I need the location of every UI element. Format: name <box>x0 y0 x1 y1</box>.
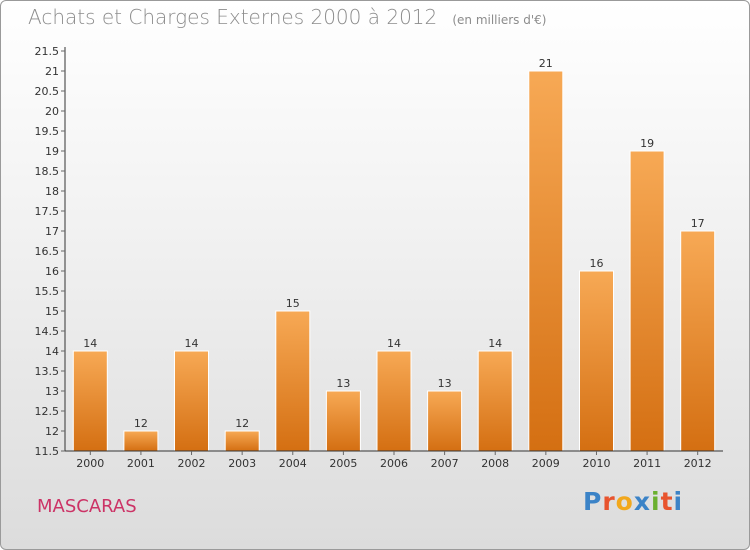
y-tick-label: 12 <box>45 425 59 438</box>
bar-2004 <box>275 310 311 452</box>
y-tick-label: 15.5 <box>35 285 60 298</box>
y-tick-label: 14 <box>45 345 59 358</box>
data-label-2001: 12 <box>134 417 148 430</box>
y-tick-label: 16.5 <box>35 245 60 258</box>
y-tick-label: 18 <box>45 185 59 198</box>
y-tick-label: 16 <box>45 265 59 278</box>
data-label-2000: 14 <box>83 337 97 350</box>
bar-2012 <box>680 230 716 452</box>
logo-letter: r <box>602 487 616 516</box>
data-label-2005: 13 <box>336 377 350 390</box>
x-tick-label-2003: 2003 <box>228 457 256 470</box>
data-label-2002: 14 <box>185 337 199 350</box>
y-tick-label: 12.5 <box>35 405 60 418</box>
chart-unit: (en milliers d'€) <box>452 13 547 27</box>
data-label-2010: 16 <box>590 257 604 270</box>
x-tick-label-2001: 2001 <box>127 457 155 470</box>
y-tick-label: 17.5 <box>35 205 60 218</box>
data-label-2009: 21 <box>539 57 553 70</box>
y-tick-label: 13 <box>45 385 59 398</box>
x-tick-label-2004: 2004 <box>279 457 307 470</box>
data-label-2012: 17 <box>691 217 705 230</box>
y-tick-label: 20 <box>45 105 59 118</box>
y-tick-label: 14.5 <box>35 325 60 338</box>
x-tick-label-2009: 2009 <box>532 457 560 470</box>
commune-name: MASCARAS <box>37 496 137 517</box>
y-tick-label: 15 <box>45 305 59 318</box>
y-tick-label: 11.5 <box>35 445 60 458</box>
data-label-2011: 19 <box>640 137 654 150</box>
logo-letter: o <box>615 487 634 516</box>
x-tick-label-2011: 2011 <box>633 457 661 470</box>
x-tick-label-2006: 2006 <box>380 457 408 470</box>
y-tick-label: 18.5 <box>35 165 60 178</box>
logo-letter: i <box>651 487 661 516</box>
y-tick-label: 20.5 <box>35 85 60 98</box>
x-tick-label-2002: 2002 <box>178 457 206 470</box>
logo-letter: t <box>660 487 674 516</box>
logo-letter: P <box>583 487 603 516</box>
data-label-2006: 14 <box>387 337 401 350</box>
x-tick-label-2007: 2007 <box>431 457 459 470</box>
logo-letter: x <box>633 487 651 516</box>
data-label-2003: 12 <box>235 417 249 430</box>
x-tick-label-2008: 2008 <box>481 457 509 470</box>
y-tick-label: 21.5 <box>35 45 60 58</box>
y-tick-label: 19 <box>45 145 59 158</box>
data-labels: 14 12 14 12 15 13 14 13 14 21 16 19 17 <box>83 57 704 430</box>
bars-group <box>72 70 716 452</box>
bar-2001 <box>123 430 159 452</box>
y-tick-label: 17 <box>45 225 59 238</box>
bar-2002 <box>174 350 209 452</box>
x-axis-ticks: 2000 2001 2002 2003 2004 2005 2006 2007 2008 2009… <box>76 451 712 470</box>
bar-2005 <box>325 390 361 452</box>
bar-2007 <box>427 390 463 452</box>
x-tick-label-2012: 2012 <box>684 457 712 470</box>
proxiti-logo: Proxiti <box>583 487 683 516</box>
bar-2011 <box>629 150 665 452</box>
bar-2010 <box>579 270 614 452</box>
x-tick-label-2000: 2000 <box>76 457 104 470</box>
bar-2008 <box>477 350 513 452</box>
y-tick-label: 19.5 <box>35 125 60 138</box>
data-label-2008: 14 <box>488 337 502 350</box>
bar-2000 <box>72 350 108 452</box>
logo-letter: i <box>673 487 684 516</box>
y-axis-ticks: 11.5 12 12.5 13 13.5 14 14.5 15 15.5 16 16.5 17 17.5… <box>35 45 65 458</box>
x-tick-label-2005: 2005 <box>329 457 357 470</box>
chart-title-block: Achats et Charges Externes 2000 à 2012 (… <box>28 5 546 29</box>
data-label-2007: 13 <box>438 377 452 390</box>
y-tick-label: 21 <box>45 65 59 78</box>
data-label-2004: 15 <box>286 297 300 310</box>
x-tick-label-2010: 2010 <box>583 457 611 470</box>
bar-2003 <box>224 430 260 452</box>
bar-2009 <box>528 70 564 452</box>
chart-title: Achats et Charges Externes 2000 à 2012 <box>28 5 438 29</box>
y-tick-label: 13.5 <box>35 365 60 378</box>
bar-2006 <box>376 350 412 452</box>
